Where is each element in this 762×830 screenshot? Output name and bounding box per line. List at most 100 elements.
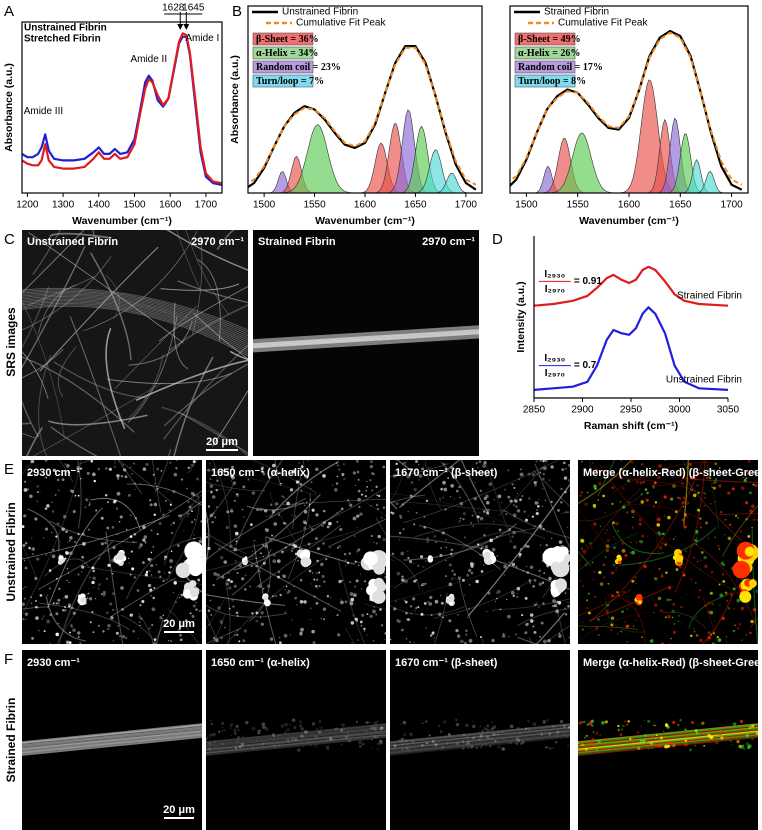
fiber (26, 427, 44, 456)
speckle (269, 503, 273, 506)
speckle (709, 591, 713, 595)
speckle (207, 468, 211, 472)
peak-label: 1628 (162, 3, 185, 14)
speckle (238, 640, 241, 643)
x-tick-label: 1650 (669, 200, 692, 211)
speckle (420, 612, 424, 616)
speckle (264, 544, 269, 549)
fiber (138, 612, 154, 644)
speckle (631, 550, 636, 555)
fiber (578, 488, 641, 565)
speckle (364, 495, 367, 498)
speckle (531, 472, 536, 477)
speckle (190, 510, 193, 513)
speckle (611, 502, 614, 506)
blob (554, 578, 567, 591)
speckle (284, 722, 288, 727)
speckle (713, 469, 715, 471)
speckle (652, 470, 656, 474)
side-label: Strained Fibrin (4, 698, 18, 783)
speckle (208, 741, 212, 745)
speckle (530, 619, 534, 623)
fiber-band (253, 331, 479, 348)
speckle (157, 570, 161, 574)
speckle (375, 485, 378, 488)
blob (617, 557, 622, 561)
fiber-band (22, 732, 202, 753)
speckle (682, 496, 686, 500)
speckle (244, 588, 247, 591)
speckle (262, 508, 264, 510)
speckle (396, 571, 401, 576)
speckle (471, 514, 474, 517)
fiber-band (253, 325, 479, 341)
speckle (314, 584, 318, 588)
speckle (633, 514, 635, 516)
speckle (22, 543, 26, 547)
speckle (483, 534, 486, 537)
speckle (318, 585, 321, 588)
speckle (349, 599, 354, 603)
speckle (479, 516, 484, 521)
speckle (741, 639, 743, 641)
speckle (356, 550, 359, 553)
speckle (672, 603, 675, 606)
speckle (107, 563, 111, 567)
speckle (699, 517, 702, 520)
speckle (425, 499, 429, 503)
speckle (344, 735, 349, 740)
speckle (336, 475, 339, 478)
speckle (526, 571, 530, 574)
speckle (536, 501, 539, 505)
blob (263, 599, 271, 607)
speckle (315, 467, 319, 472)
speckle (289, 488, 294, 492)
speckle (318, 571, 321, 574)
speckle (142, 538, 146, 542)
speckle (486, 508, 490, 513)
speckle (566, 526, 569, 529)
speckle (131, 473, 133, 475)
speckle (582, 584, 585, 587)
fiber (43, 558, 90, 577)
speckle (500, 730, 504, 734)
image-caption: 1650 cm⁻¹ (α-helix) (211, 467, 310, 479)
speckle (338, 544, 342, 549)
speckle (645, 740, 648, 744)
speckle (445, 546, 447, 549)
speckle (220, 721, 225, 726)
speckle (450, 577, 454, 581)
speckle (542, 527, 545, 530)
speckle (597, 482, 602, 486)
speckle (450, 548, 454, 552)
speckle (362, 738, 364, 740)
fiber (48, 414, 148, 426)
blob (617, 560, 622, 565)
speckle (545, 543, 548, 547)
speckle (622, 505, 626, 509)
speckle (606, 565, 608, 567)
speckle (231, 475, 235, 480)
speckle (533, 630, 537, 634)
speckle (35, 605, 38, 609)
speckle (598, 570, 602, 575)
speckle (559, 719, 564, 724)
speckle (426, 537, 430, 541)
speckle (483, 564, 485, 566)
speckle (485, 743, 488, 747)
speckle (472, 720, 474, 722)
speckle (340, 743, 343, 746)
speckle (524, 596, 528, 600)
speckle (512, 513, 517, 517)
speckle (689, 748, 693, 752)
speckle (638, 540, 641, 543)
speckle (187, 515, 189, 518)
fiber (117, 460, 143, 495)
speckle (732, 629, 736, 633)
speckle (169, 503, 172, 506)
speckle (533, 603, 537, 607)
speckle (498, 528, 502, 532)
speckle (370, 727, 372, 730)
speckle (691, 720, 695, 725)
speckle (479, 734, 484, 738)
